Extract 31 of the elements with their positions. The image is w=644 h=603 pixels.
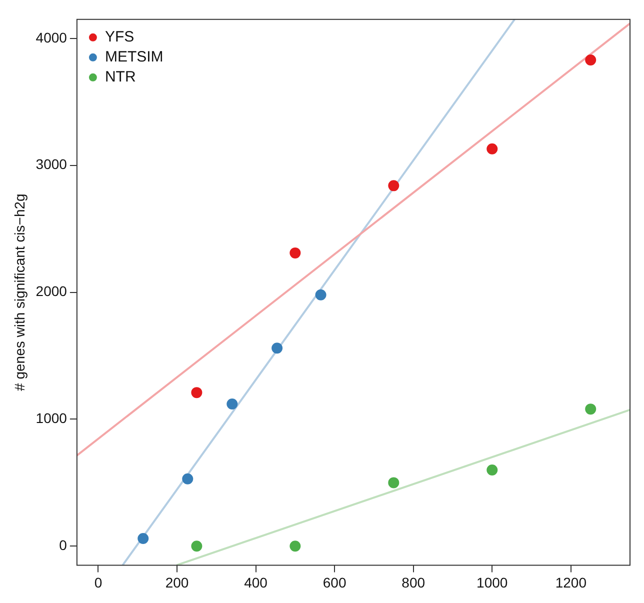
point — [226, 398, 238, 410]
point — [315, 289, 326, 300]
legend-label: NTR — [104, 68, 136, 86]
point — [388, 180, 400, 192]
y-tick-label: 0 — [59, 537, 68, 554]
point — [585, 54, 596, 66]
point — [191, 387, 202, 398]
point — [585, 404, 596, 415]
point — [388, 477, 400, 488]
x-tick-label: 800 — [402, 574, 426, 590]
y-tick-label: 4000 — [36, 29, 68, 46]
x-tick-label: 600 — [322, 574, 346, 590]
point — [272, 342, 283, 354]
point — [486, 143, 498, 154]
legend-label: METSIM — [104, 48, 164, 66]
point — [486, 464, 498, 476]
x-tick-label: 1200 — [555, 574, 587, 590]
y-tick-label: 1000 — [36, 410, 68, 426]
x-tick-label: 1000 — [476, 574, 508, 590]
point — [182, 473, 194, 484]
point — [138, 533, 149, 544]
point — [290, 247, 301, 258]
y-tick-label: 2000 — [36, 283, 68, 300]
y-axis-title: # genes with significant cis−h2g — [11, 194, 28, 391]
x-tick-label: 200 — [165, 574, 189, 590]
legend-label: YFS — [104, 28, 134, 46]
point — [290, 540, 301, 552]
point — [191, 540, 202, 552]
y-tick-label: 3000 — [36, 156, 68, 172]
x-tick-label: 400 — [244, 574, 268, 590]
x-tick-label: 0 — [94, 574, 102, 590]
